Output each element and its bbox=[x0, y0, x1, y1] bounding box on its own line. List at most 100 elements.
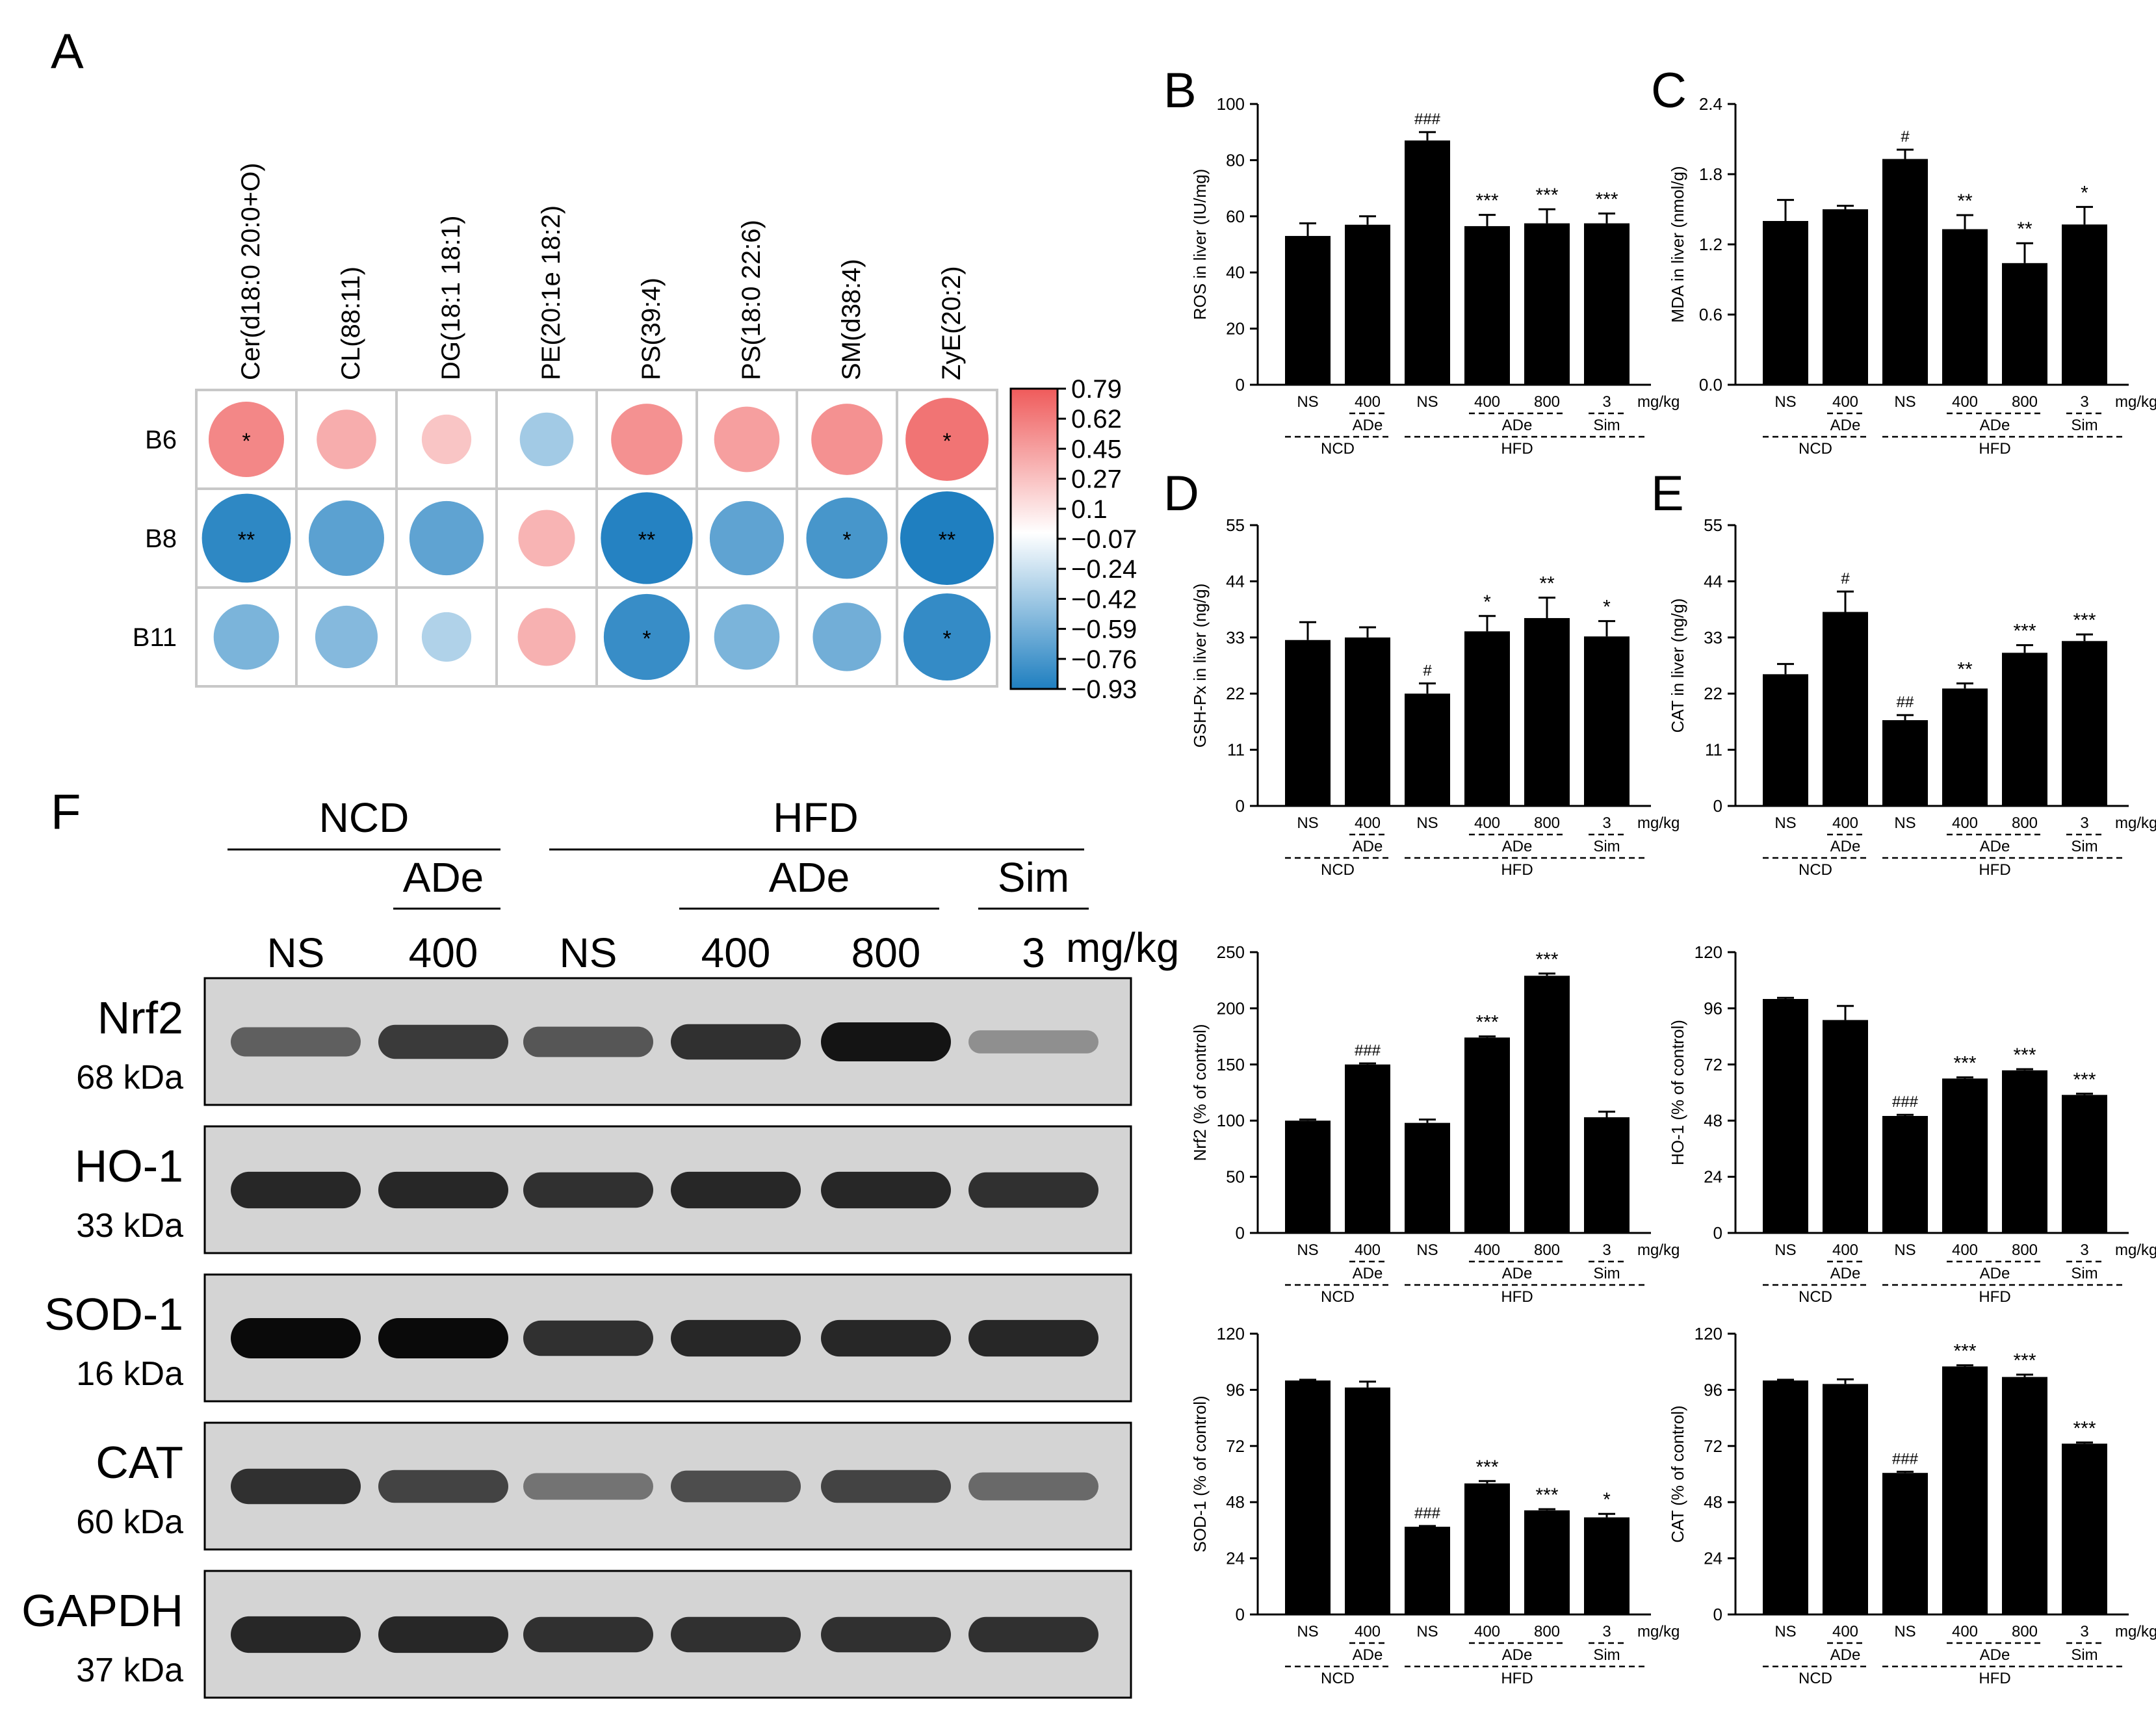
ade-label: ADe bbox=[1353, 417, 1383, 434]
dose-label: 800 bbox=[2012, 1241, 2038, 1259]
bar bbox=[1464, 1037, 1510, 1233]
hfd-label: HFD bbox=[1501, 1670, 1533, 1687]
ade-label: ADe bbox=[1830, 417, 1861, 434]
y-tick-label: 120 bbox=[1217, 1324, 1245, 1343]
dose-label: 400 bbox=[1952, 1623, 1978, 1640]
wb-lane-label: 400 bbox=[409, 929, 478, 976]
heatmap-circle bbox=[209, 402, 284, 477]
wb-group-ncd: NCD bbox=[319, 794, 409, 841]
y-tick-label: 0 bbox=[1236, 1223, 1245, 1243]
significance-mark: ** bbox=[2017, 218, 2033, 240]
bar bbox=[1464, 1483, 1510, 1614]
significance-mark: ** bbox=[1957, 658, 1973, 680]
colorbar-tick-label: −0.59 bbox=[1071, 615, 1137, 644]
correlation-heatmap: Cer(d18:0 20:0+O) CL(88:11) DG(18:1 18:1) P… bbox=[133, 162, 1137, 704]
sim-label: Sim bbox=[1593, 417, 1620, 434]
dose-label: NS bbox=[1774, 1241, 1796, 1259]
y-tick-label: 11 bbox=[1227, 740, 1245, 760]
dose-label: 400 bbox=[1832, 1623, 1858, 1640]
significance-mark: *** bbox=[2073, 610, 2096, 631]
wb-band bbox=[671, 1616, 801, 1653]
wb-band bbox=[968, 1472, 1098, 1501]
bar bbox=[1285, 236, 1331, 385]
panel-label-d: D bbox=[1163, 466, 1199, 521]
significance-mark: *** bbox=[2013, 621, 2036, 642]
heatmap-circle bbox=[714, 604, 780, 670]
bar bbox=[1464, 631, 1510, 806]
unit-label: mg/kg bbox=[1637, 1623, 1680, 1640]
y-tick-label: 96 bbox=[1704, 998, 1722, 1018]
bar bbox=[1584, 223, 1630, 385]
colorbar-tick-label: −0.42 bbox=[1071, 585, 1137, 614]
y-tick-label: 120 bbox=[1695, 1324, 1722, 1343]
wb-lane-label: 3 bbox=[1022, 929, 1045, 976]
significance-mark: *** bbox=[1535, 949, 1558, 970]
ade-label: ADe bbox=[1502, 838, 1533, 855]
y-tick-label: 96 bbox=[1704, 1380, 1722, 1399]
wb-group-hfd: HFD bbox=[773, 794, 859, 841]
significance-mark: *** bbox=[1475, 1457, 1498, 1478]
dose-label: NS bbox=[1894, 1241, 1916, 1259]
heatmap-circle bbox=[213, 604, 279, 670]
hfd-label: HFD bbox=[1979, 1670, 2010, 1687]
heatmap-circle bbox=[601, 492, 693, 584]
significance-mark: ** bbox=[238, 528, 255, 552]
wb-band bbox=[523, 1026, 653, 1057]
dose-label: NS bbox=[1894, 393, 1916, 411]
heatmap-cell bbox=[495, 586, 598, 688]
bar bbox=[1823, 209, 1868, 385]
y-tick-label: 55 bbox=[1704, 515, 1722, 535]
y-axis-label: GSH-Px in liver (ng/g) bbox=[1190, 584, 1210, 748]
dose-label: 400 bbox=[1832, 1241, 1858, 1259]
hfd-label: HFD bbox=[1979, 1288, 2010, 1306]
y-tick-label: 200 bbox=[1217, 998, 1245, 1018]
heatmap-circle bbox=[315, 605, 378, 669]
significance-mark: ### bbox=[1414, 110, 1441, 128]
significance-mark: *** bbox=[2013, 1350, 2036, 1371]
western-blot: NCD HFD ADe ADe Sim NS 400 NS 400 800 3 mg/kg Nrf2 68… bbox=[21, 794, 1179, 1699]
bar bbox=[1823, 1020, 1868, 1233]
y-tick-label: 100 bbox=[1217, 94, 1245, 114]
dose-label: NS bbox=[1416, 1623, 1438, 1640]
dose-label: 400 bbox=[1355, 393, 1381, 411]
colorbar-tick-label: −0.93 bbox=[1071, 675, 1137, 704]
y-tick-label: 2.4 bbox=[1699, 94, 1722, 114]
y-tick-label: 80 bbox=[1226, 150, 1245, 170]
wb-band bbox=[671, 1319, 801, 1357]
dose-label: 3 bbox=[1602, 814, 1611, 832]
ncd-label: NCD bbox=[1321, 1670, 1355, 1687]
ncd-label: NCD bbox=[1321, 440, 1355, 458]
significance-mark: # bbox=[1841, 570, 1850, 588]
bar bbox=[1763, 221, 1808, 385]
bar bbox=[1584, 636, 1630, 806]
heatmap-column-label: ZyE(20:2) bbox=[937, 266, 966, 380]
heatmap-column-label: SM(d38:4) bbox=[837, 259, 866, 380]
ade-label: ADe bbox=[1502, 1646, 1533, 1664]
significance-mark: * bbox=[1603, 1489, 1611, 1510]
y-tick-label: 72 bbox=[1226, 1436, 1245, 1456]
bar bbox=[1942, 229, 1988, 385]
wb-protein-name: SOD-1 bbox=[44, 1289, 183, 1340]
y-tick-label: 48 bbox=[1704, 1492, 1722, 1512]
bar bbox=[2062, 641, 2107, 806]
ade-label: ADe bbox=[1830, 838, 1861, 855]
unit-label: mg/kg bbox=[1637, 1241, 1680, 1259]
wb-band bbox=[821, 1319, 951, 1357]
significance-mark: ** bbox=[1539, 573, 1555, 595]
dose-label: NS bbox=[1894, 814, 1916, 832]
y-tick-label: 33 bbox=[1704, 628, 1722, 647]
wb-lane-label: 400 bbox=[701, 929, 771, 976]
heatmap-circle bbox=[611, 404, 682, 475]
bar bbox=[1882, 1473, 1928, 1614]
dose-label: 3 bbox=[2080, 393, 2088, 411]
wb-band bbox=[523, 1172, 653, 1208]
wb-lane-label: 800 bbox=[851, 929, 921, 976]
y-tick-label: 0 bbox=[1713, 1223, 1722, 1243]
significance-mark: ### bbox=[1892, 1450, 1919, 1468]
wb-band bbox=[231, 1027, 361, 1057]
bar-chart-nrf2: 0 50 100 150 200 250 Nrf2 (% of control) NS ### 4… bbox=[1190, 942, 1680, 1306]
colorbar-tick-label: 0.27 bbox=[1071, 465, 1122, 494]
bar bbox=[1285, 1380, 1331, 1614]
dose-label: NS bbox=[1297, 1241, 1318, 1259]
